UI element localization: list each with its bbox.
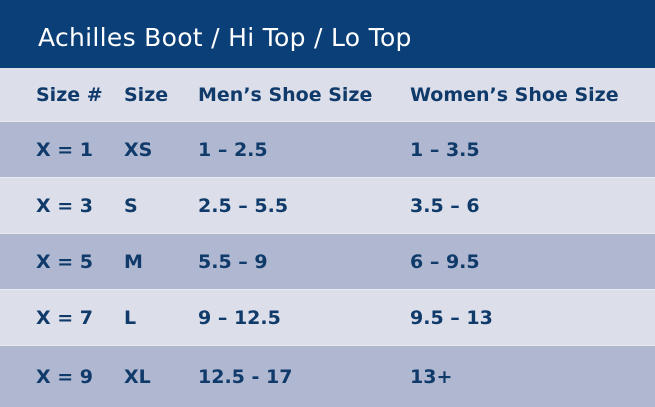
mens-size-cell: 5.5 – 9 <box>198 250 268 273</box>
womens-size-cell: 1 – 3.5 <box>410 138 480 161</box>
table-row: X = 1 XS 1 – 2.5 1 – 3.5 <box>0 122 655 178</box>
size-number-cell: X = 9 <box>36 365 94 388</box>
size-number-cell: X = 3 <box>36 194 94 217</box>
mens-size-cell: 1 – 2.5 <box>198 138 268 161</box>
size-table: Size # Size Men’s Shoe Size Women’s Shoe… <box>0 68 655 407</box>
table-row: X = 9 XL 12.5 - 17 13+ <box>0 346 655 407</box>
header-size: Size <box>124 83 169 106</box>
size-number-cell: X = 1 <box>36 138 94 161</box>
mens-size-cell: 9 – 12.5 <box>198 306 281 329</box>
header-size-number: Size # <box>36 83 103 106</box>
table-header-row: Size # Size Men’s Shoe Size Women’s Shoe… <box>0 68 655 122</box>
table-row: X = 3 S 2.5 – 5.5 3.5 – 6 <box>0 178 655 234</box>
size-cell: L <box>124 306 137 329</box>
header-mens-shoe-size: Men’s Shoe Size <box>198 83 373 106</box>
table-row: X = 7 L 9 – 12.5 9.5 – 13 <box>0 290 655 346</box>
mens-size-cell: 12.5 - 17 <box>198 365 293 388</box>
size-cell: M <box>124 250 143 273</box>
womens-size-cell: 6 – 9.5 <box>410 250 480 273</box>
table-row: X = 5 M 5.5 – 9 6 – 9.5 <box>0 234 655 290</box>
womens-size-cell: 9.5 – 13 <box>410 306 493 329</box>
table-title: Achilles Boot / Hi Top / Lo Top <box>0 0 655 68</box>
womens-size-cell: 13+ <box>410 365 453 388</box>
mens-size-cell: 2.5 – 5.5 <box>198 194 289 217</box>
header-womens-shoe-size: Women’s Shoe Size <box>410 83 619 106</box>
size-cell: XS <box>124 138 153 161</box>
womens-size-cell: 3.5 – 6 <box>410 194 480 217</box>
size-number-cell: X = 5 <box>36 250 94 273</box>
size-number-cell: X = 7 <box>36 306 94 329</box>
size-cell: XL <box>124 365 151 388</box>
size-cell: S <box>124 194 138 217</box>
